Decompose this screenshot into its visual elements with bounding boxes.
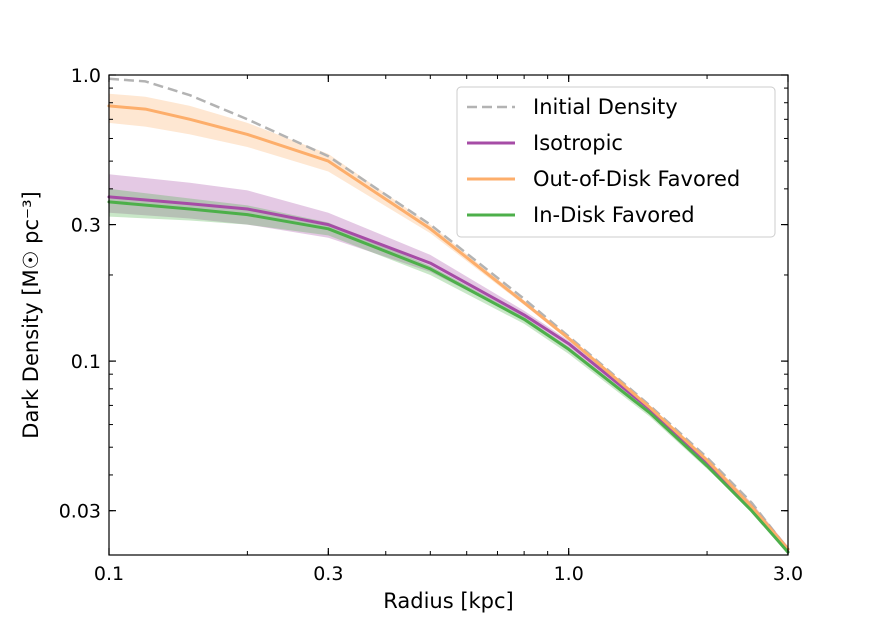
tick-labels: 0.1 0.3 1.0 3.0 0.03 0.1 0.3 1.0 [59, 65, 803, 585]
legend: Initial Density Isotropic Out-of-Disk Favo… [456, 86, 776, 238]
x-tick-label: 3.0 [773, 563, 803, 585]
y-axis-label: Dark Density [M☉ pc⁻³] [19, 191, 43, 438]
y-tick-label: 1.0 [71, 65, 101, 87]
legend-label: Isotropic [533, 131, 623, 155]
y-tick-label: 0.03 [59, 501, 101, 523]
y-tick-label: 0.3 [71, 215, 101, 237]
x-tick-label: 0.1 [94, 563, 124, 585]
line-series-2 [107, 104, 790, 551]
band-series-1 [109, 174, 788, 550]
x-tick-label: 1.0 [554, 563, 584, 585]
plot-frame [108, 74, 789, 556]
x-axis-label: Radius [kpc] [383, 589, 514, 613]
legend-label: Initial Density [533, 95, 678, 119]
legend-frame [456, 86, 776, 238]
legend-label: Out-of-Disk Favored [533, 167, 740, 191]
line-series-3 [107, 200, 790, 554]
line-series-1 [107, 195, 790, 551]
x-tick-label: 0.3 [313, 563, 343, 585]
y-tick-label: 0.1 [71, 351, 101, 373]
confidence-bands [109, 93, 788, 556]
series-lines [107, 77, 790, 554]
line-series-0 [108, 77, 789, 550]
legend-label: In-Disk Favored [533, 203, 695, 227]
